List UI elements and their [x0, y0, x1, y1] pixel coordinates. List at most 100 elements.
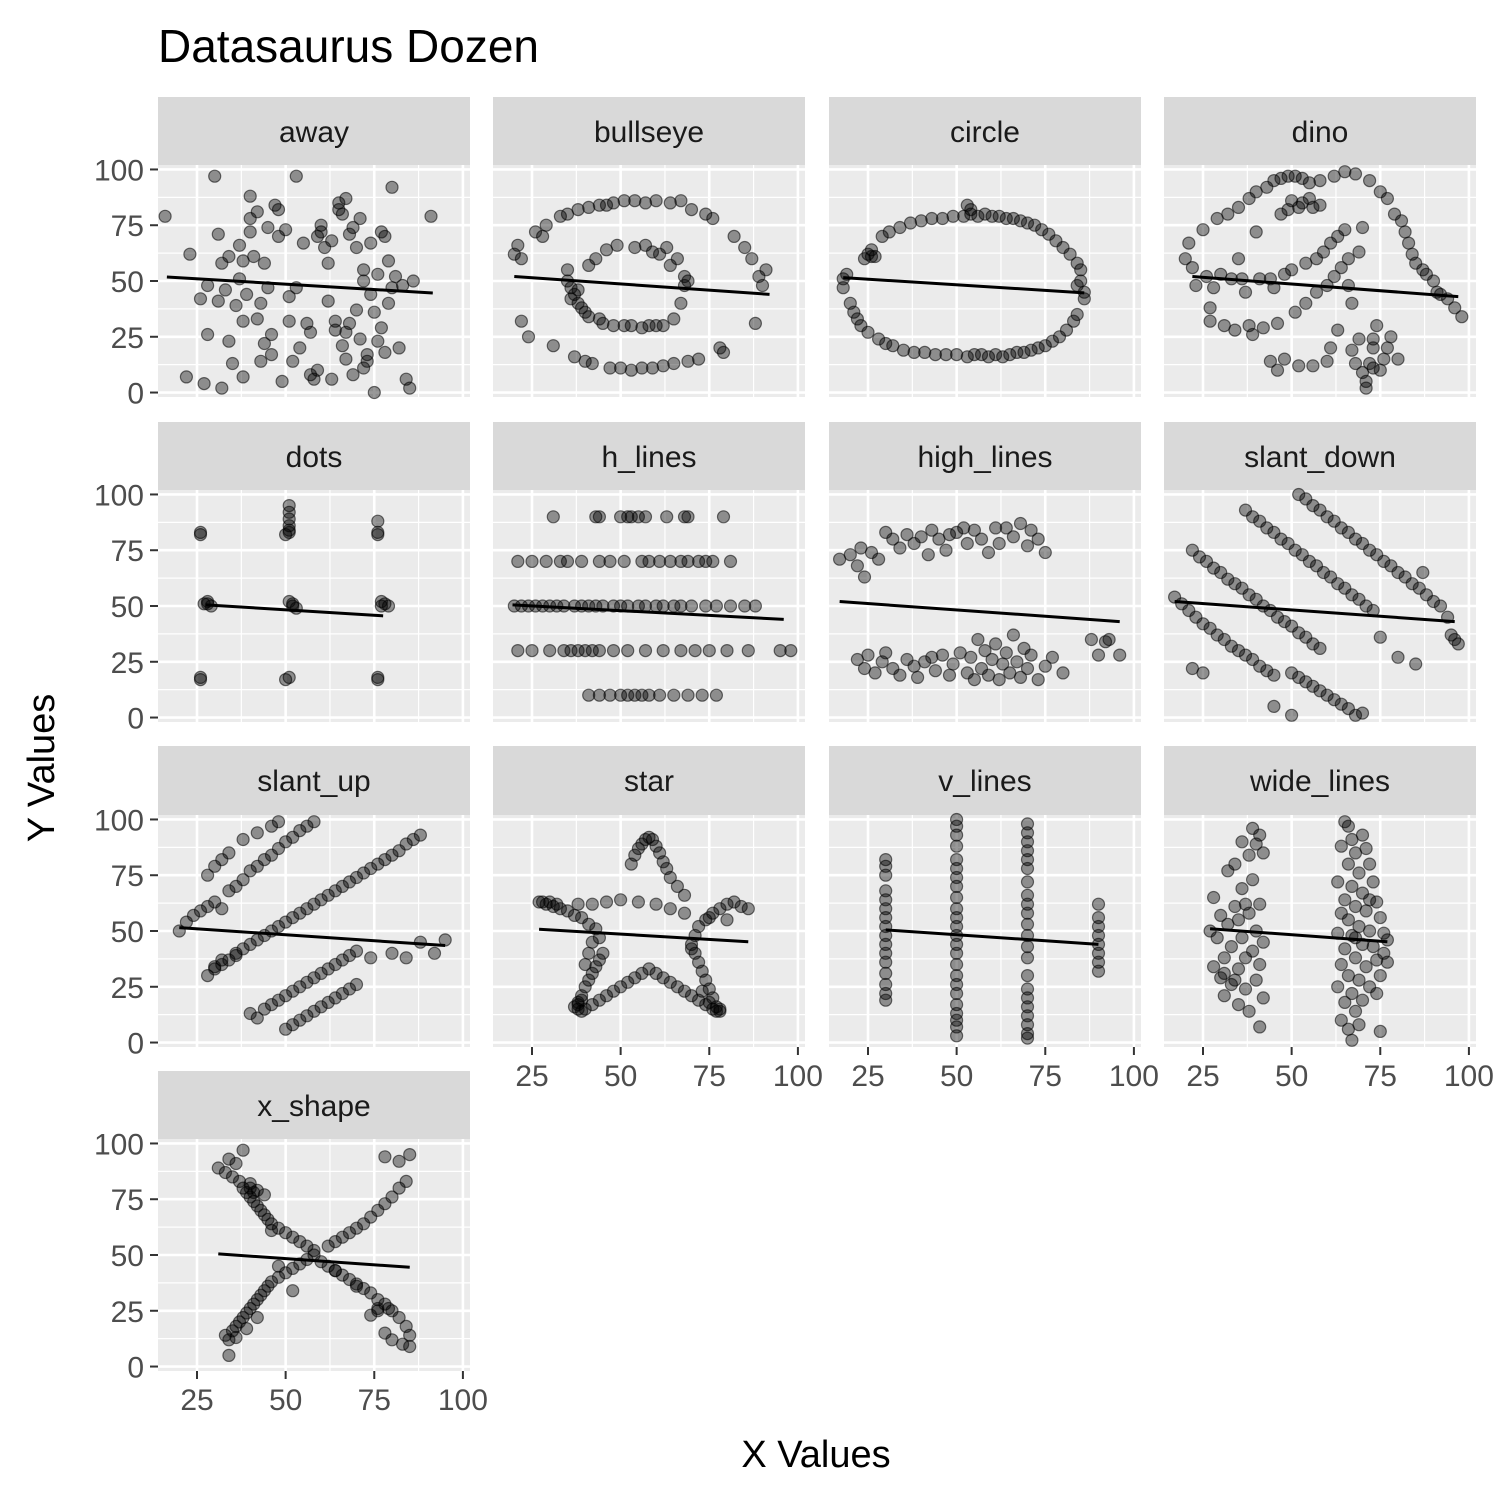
data-point: [357, 263, 371, 277]
data-point: [300, 902, 314, 916]
data-point: [342, 1226, 357, 1240]
data-point: [886, 532, 900, 546]
data-point: [346, 220, 360, 235]
data-point: [1380, 955, 1395, 969]
data-point: [1405, 577, 1419, 591]
data-point: [1206, 281, 1221, 295]
data-point: [988, 348, 1003, 362]
data-point: [1091, 648, 1106, 662]
data-point: [378, 852, 392, 867]
data-point: [1038, 545, 1052, 560]
data-point: [243, 1181, 257, 1195]
data-point: [1235, 881, 1249, 896]
data-point: [349, 303, 364, 317]
data-point: [1377, 352, 1391, 366]
data-point: [702, 910, 716, 925]
data-point: [314, 1000, 328, 1014]
data-point: [942, 527, 957, 542]
data-point: [279, 989, 293, 1003]
data-point: [621, 510, 635, 524]
data-point: [1038, 659, 1052, 673]
data-point: [674, 554, 688, 569]
data-point: [514, 252, 529, 266]
data-point: [592, 688, 607, 702]
data-point: [1228, 857, 1242, 871]
data-point: [321, 995, 335, 1010]
data-point: [1020, 906, 1035, 920]
data-point: [949, 1006, 964, 1021]
data-point: [371, 514, 385, 528]
data-point: [1313, 198, 1327, 212]
data-point: [1267, 174, 1281, 188]
data-point: [1313, 684, 1327, 698]
data-point: [957, 521, 971, 535]
data-point: [1366, 341, 1380, 355]
data-point: [310, 363, 325, 377]
facet-label: x_shape: [257, 1090, 370, 1123]
data-point: [996, 350, 1010, 364]
data-point: [681, 510, 695, 524]
data-point: [271, 993, 286, 1007]
y-tick-label: 50: [111, 916, 144, 949]
data-point: [1228, 323, 1242, 337]
data-point: [925, 650, 939, 664]
data-point: [910, 670, 925, 685]
data-point: [949, 902, 964, 916]
data-point: [236, 370, 250, 384]
data-point: [879, 902, 893, 916]
y-tick-label: 75: [111, 1184, 144, 1217]
data-point: [1024, 343, 1038, 357]
data-point: [613, 510, 628, 524]
data-point: [539, 554, 553, 569]
data-point: [222, 846, 236, 860]
data-point: [1020, 216, 1035, 230]
data-point: [928, 664, 943, 678]
data-point: [240, 1321, 254, 1336]
data-point: [879, 852, 893, 867]
data-point: [1020, 1031, 1035, 1045]
data-point: [649, 839, 663, 853]
data-point: [201, 327, 215, 342]
data-point: [628, 240, 642, 255]
data-point: [1231, 643, 1246, 658]
data-point: [1091, 946, 1106, 960]
data-point: [1359, 904, 1373, 918]
data-point: [1253, 1020, 1267, 1034]
data-point: [264, 1217, 279, 1231]
data-point: [723, 599, 738, 613]
facet-strip: [493, 422, 805, 490]
data-point: [949, 977, 964, 992]
data-point: [613, 361, 628, 375]
data-point: [381, 296, 396, 310]
data-point: [861, 325, 875, 339]
data-point: [727, 895, 741, 909]
data-point: [1334, 839, 1348, 853]
data-point: [1373, 1024, 1387, 1039]
data-point: [225, 1170, 240, 1184]
data-point: [879, 928, 893, 943]
data-point: [1334, 697, 1348, 711]
data-point: [645, 245, 660, 259]
data-point: [978, 207, 992, 221]
data-point: [236, 942, 250, 956]
data-point: [371, 334, 385, 348]
data-point: [999, 211, 1013, 226]
data-point: [525, 554, 539, 569]
data-point: [1316, 565, 1331, 580]
data-point: [1020, 939, 1035, 954]
data-point: [596, 946, 610, 960]
data-point: [1020, 817, 1035, 831]
data-point: [1231, 200, 1246, 214]
regression-line: [885, 928, 1099, 946]
data-point: [868, 249, 882, 264]
data-point: [1348, 167, 1363, 181]
facet-label: star: [624, 765, 674, 798]
data-point: [183, 247, 197, 261]
data-point: [741, 643, 755, 658]
data-point: [964, 203, 978, 217]
data-point: [1277, 614, 1292, 629]
data-point: [335, 1230, 349, 1244]
data-point: [1302, 554, 1317, 569]
data-point: [381, 254, 396, 268]
data-point: [1238, 648, 1253, 662]
